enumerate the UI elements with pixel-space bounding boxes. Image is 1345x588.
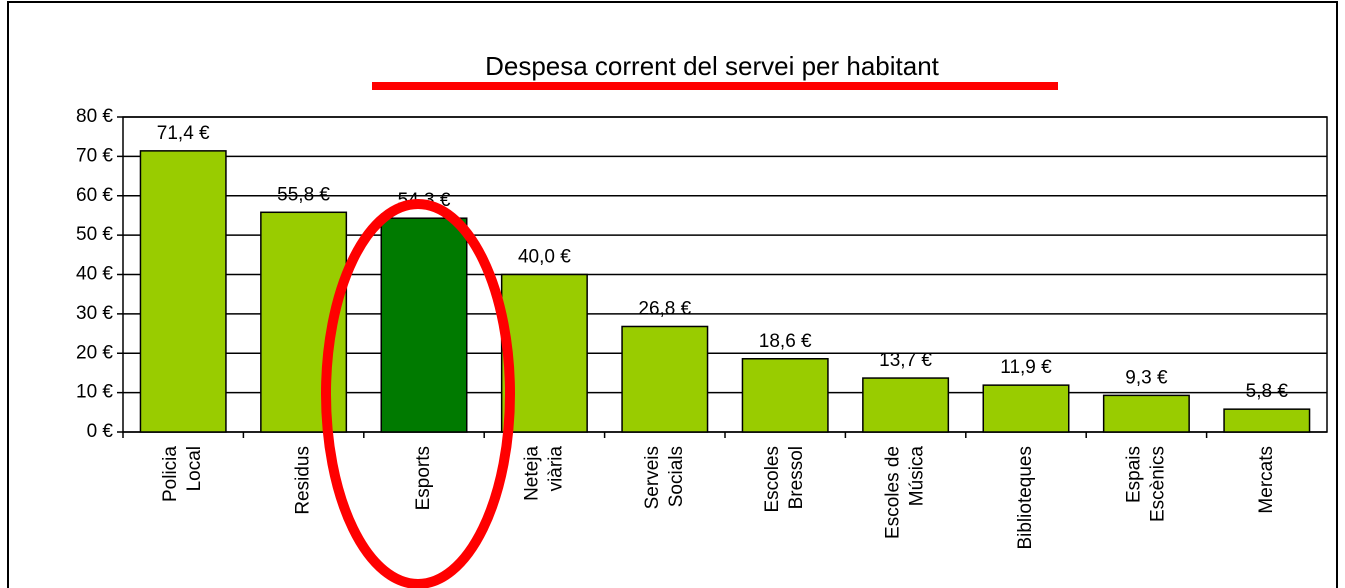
x-tick-label: Serveis: [642, 446, 663, 509]
x-tick-label: Biblioteques: [1015, 446, 1036, 550]
plot: 0 € 10 € 20 € 30 € 40 € 50 € 60 € 70 € 80 € 71,4 …: [76, 106, 1328, 550]
bar: [741, 358, 829, 433]
bar: [982, 384, 1070, 433]
x-tick-label: Escoles de: [883, 446, 904, 539]
highlight-ellipse: [321, 199, 515, 588]
bar: [500, 273, 588, 433]
bar: [621, 325, 709, 433]
value-label: 13,7 €: [879, 350, 932, 371]
bar: [139, 150, 227, 433]
x-tick-label: viària: [545, 446, 566, 492]
x-tick-label: Policia: [160, 446, 181, 502]
value-label: 18,6 €: [759, 331, 812, 352]
value-label: 5,8 €: [1246, 381, 1289, 402]
y-tick-label: 60 €: [76, 185, 113, 206]
y-tick-label: 10 €: [76, 382, 113, 403]
x-tick-label: Local: [184, 446, 205, 491]
x-tick-label: Socials: [666, 446, 687, 507]
x-tick-label: Escoles: [762, 446, 783, 513]
x-tick-label: Mercats: [1256, 446, 1277, 514]
value-label: 55,8 €: [277, 184, 330, 205]
x-tick-label: Música: [907, 446, 928, 507]
outer-border: [7, 1, 1338, 588]
y-tick-label: 0 €: [87, 421, 114, 442]
x-tick-label: Espais: [1123, 446, 1144, 503]
y-tick-label: 40 €: [76, 264, 113, 285]
bar: [380, 217, 468, 433]
x-tick-label: Bressol: [786, 446, 807, 509]
y-tick-label: 80 €: [76, 106, 113, 127]
value-label: 40,0 €: [518, 247, 571, 268]
bar: [862, 377, 950, 433]
chart-title: Despesa corrent del servei per habitant: [485, 51, 940, 81]
value-label: 71,4 €: [157, 123, 210, 144]
value-label: 26,8 €: [638, 298, 691, 319]
x-tick-label: Neteja: [521, 446, 542, 501]
value-label: 11,9 €: [1000, 357, 1052, 378]
x-tick-label: Escènics: [1147, 446, 1168, 522]
y-tick-label: 50 €: [76, 224, 113, 245]
y-tick-label: 70 €: [76, 145, 113, 166]
y-tick-label: 20 €: [76, 342, 113, 363]
y-tick-label: 30 €: [76, 303, 113, 324]
value-label: 9,3 €: [1125, 367, 1168, 388]
bar: [1102, 394, 1190, 433]
x-tick-label: Esports: [413, 446, 434, 510]
bar: [1223, 408, 1311, 433]
x-tick-label: Residus: [293, 446, 314, 515]
